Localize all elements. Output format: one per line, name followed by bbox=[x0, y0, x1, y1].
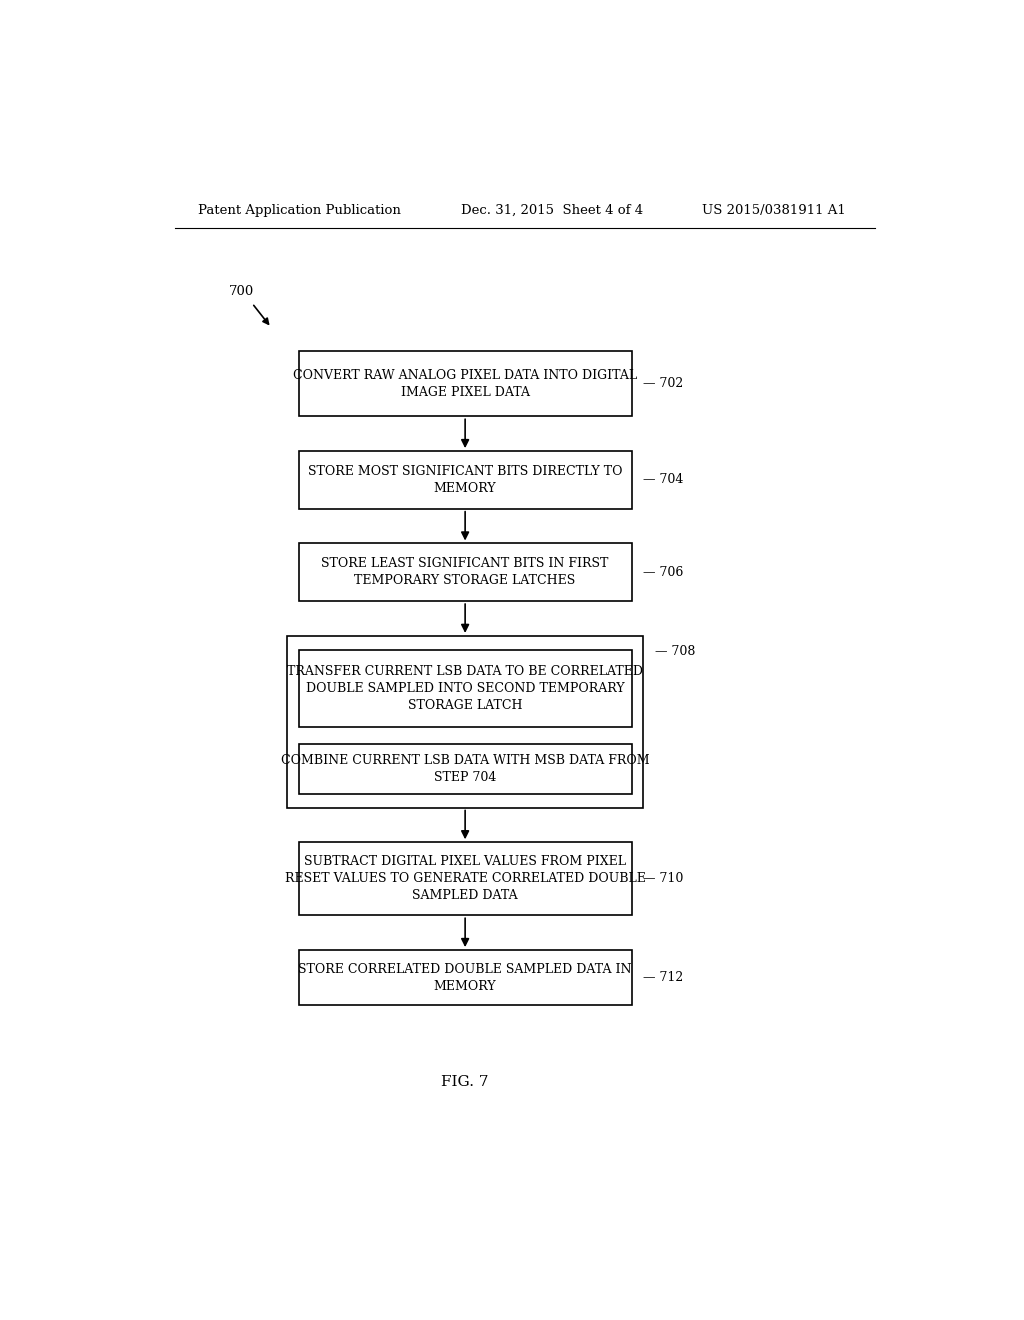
Text: 700: 700 bbox=[228, 285, 254, 298]
Text: US 2015/0381911 A1: US 2015/0381911 A1 bbox=[701, 205, 845, 218]
Bar bbox=[299, 950, 632, 1006]
Text: FIG. 7: FIG. 7 bbox=[441, 1076, 488, 1089]
Bar bbox=[299, 743, 632, 793]
Text: — 712: — 712 bbox=[643, 972, 684, 985]
Bar bbox=[287, 636, 643, 808]
Bar bbox=[299, 544, 632, 601]
Text: — 710: — 710 bbox=[643, 873, 684, 886]
Text: — 708: — 708 bbox=[655, 645, 695, 659]
Text: STORE MOST SIGNIFICANT BITS DIRECTLY TO
MEMORY: STORE MOST SIGNIFICANT BITS DIRECTLY TO … bbox=[308, 465, 623, 495]
Bar bbox=[299, 842, 632, 915]
Text: Patent Application Publication: Patent Application Publication bbox=[198, 205, 400, 218]
Text: STORE LEAST SIGNIFICANT BITS IN FIRST
TEMPORARY STORAGE LATCHES: STORE LEAST SIGNIFICANT BITS IN FIRST TE… bbox=[322, 557, 609, 587]
Text: STORE CORRELATED DOUBLE SAMPLED DATA IN
MEMORY: STORE CORRELATED DOUBLE SAMPLED DATA IN … bbox=[298, 962, 632, 993]
Text: CONVERT RAW ANALOG PIXEL DATA INTO DIGITAL
IMAGE PIXEL DATA: CONVERT RAW ANALOG PIXEL DATA INTO DIGIT… bbox=[293, 368, 637, 399]
Text: — 704: — 704 bbox=[643, 474, 684, 486]
Text: — 702: — 702 bbox=[643, 378, 684, 391]
Text: SUBTRACT DIGITAL PIXEL VALUES FROM PIXEL
RESET VALUES TO GENERATE CORRELATED DOU: SUBTRACT DIGITAL PIXEL VALUES FROM PIXEL… bbox=[285, 855, 645, 903]
Bar bbox=[299, 351, 632, 416]
Text: — 706: — 706 bbox=[643, 566, 684, 578]
Bar bbox=[299, 649, 632, 726]
Text: TRANSFER CURRENT LSB DATA TO BE CORRELATED
DOUBLE SAMPLED INTO SECOND TEMPORARY
: TRANSFER CURRENT LSB DATA TO BE CORRELAT… bbox=[287, 665, 643, 711]
Text: Dec. 31, 2015  Sheet 4 of 4: Dec. 31, 2015 Sheet 4 of 4 bbox=[461, 205, 643, 218]
Text: COMBINE CURRENT LSB DATA WITH MSB DATA FROM
STEP 704: COMBINE CURRENT LSB DATA WITH MSB DATA F… bbox=[281, 754, 649, 784]
Bar bbox=[299, 451, 632, 508]
